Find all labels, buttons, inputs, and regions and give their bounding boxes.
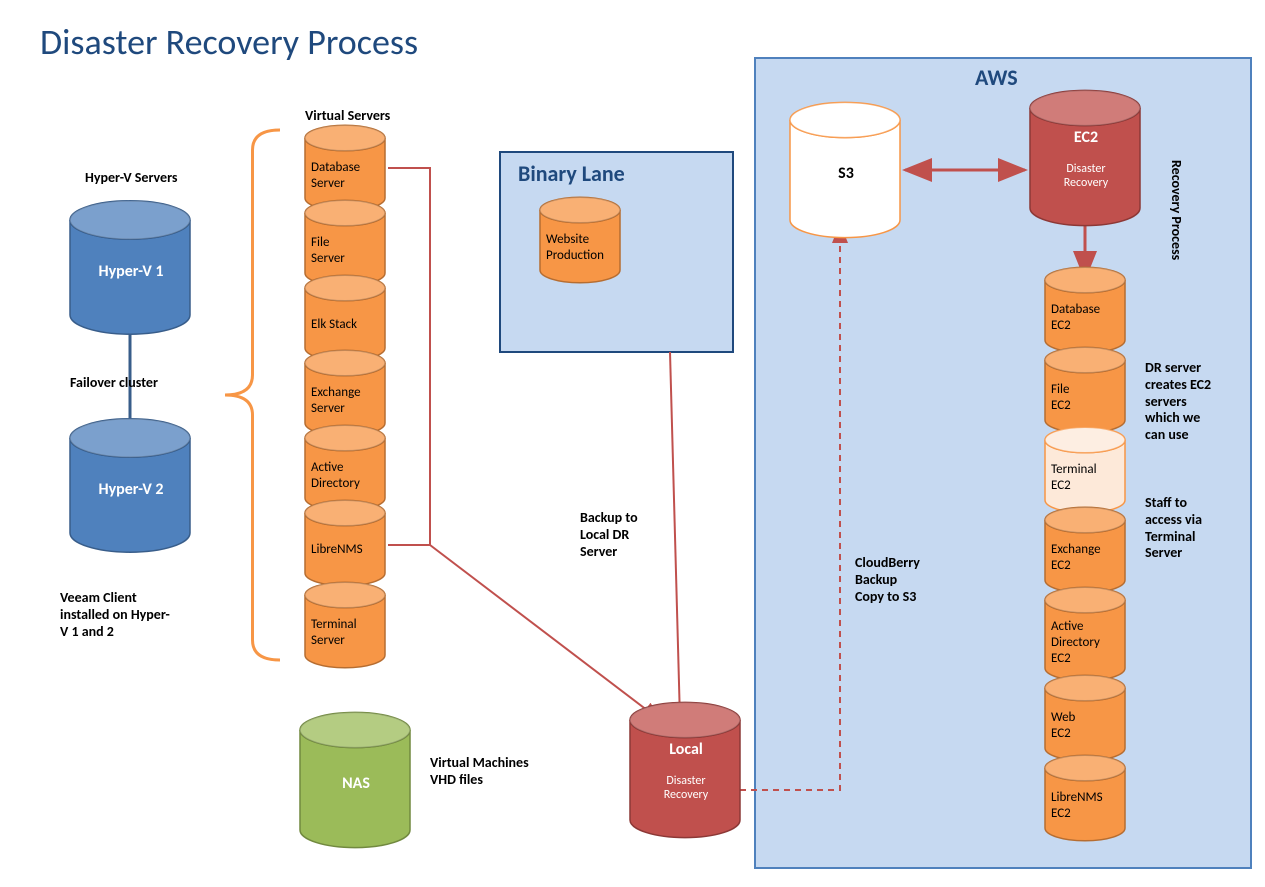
cylinder-label-local_dr: Local xyxy=(636,740,736,759)
label-dr_creates: DR servercreates EC2serverswhich wecan u… xyxy=(1145,360,1211,444)
cylinder-label-file_ec2: FileEC2 xyxy=(1051,382,1121,413)
cylinder-label-terminal: TerminalServer xyxy=(311,617,381,648)
brace xyxy=(225,130,280,660)
cylinder-label-exchange: ExchangeServer xyxy=(311,385,381,416)
cylinder-label-librenms: LibreNMS xyxy=(311,542,381,558)
cylinder-sublabel-local_dr: DisasterRecovery xyxy=(636,774,736,803)
cylinder-label-file_server: FileServer xyxy=(311,235,381,266)
cylinder-label-website: WebsiteProduction xyxy=(546,232,616,263)
cylinder-label-db_ec2: DatabaseEC2 xyxy=(1051,302,1121,333)
cylinder-label-hyperv1: Hyper-V 1 xyxy=(76,262,186,281)
connector-bracket_vs xyxy=(388,168,430,545)
cylinder-local_dr xyxy=(630,702,740,837)
cylinder-label-ec2_dr: EC2 xyxy=(1036,128,1136,147)
connector-binary_to_local xyxy=(670,352,680,720)
label-cloudberry: CloudBerryBackupCopy to S3 xyxy=(855,555,920,605)
label-recovery_process: Recovery Process xyxy=(1168,160,1185,260)
cylinder-label-ad_ec2: ActiveDirectoryEC2 xyxy=(1051,619,1121,666)
cylinder-ec2_dr xyxy=(1030,90,1140,225)
binary-title: Binary Lane xyxy=(518,160,625,187)
page-title: Disaster Recovery Process xyxy=(40,20,418,64)
cylinder-label-exch_ec2: ExchangeEC2 xyxy=(1051,542,1121,573)
label-virtual_servers: Virtual Servers xyxy=(305,108,390,125)
aws-title: AWS xyxy=(975,64,1018,91)
cylinder-sublabel-ec2_dr: DisasterRecovery xyxy=(1036,162,1136,191)
cylinder-label-db_server: DatabaseServer xyxy=(311,160,381,191)
cylinder-label-web_ec2: WebEC2 xyxy=(1051,710,1121,741)
cylinder-label-ad: ActiveDirectory xyxy=(311,460,381,491)
cylinder-label-term_ec2: TerminalEC2 xyxy=(1051,462,1121,493)
label-vhd: Virtual MachinesVHD files xyxy=(430,755,529,789)
cylinder-label-s3: S3 xyxy=(796,164,896,183)
label-staff_access: Staff toaccess viaTerminalServer xyxy=(1145,495,1202,562)
cylinder-label-hyperv2: Hyper-V 2 xyxy=(76,480,186,499)
cylinder-label-elk: Elk Stack xyxy=(311,317,381,333)
label-failover: Failover cluster xyxy=(70,375,158,392)
label-hyperv_servers: Hyper-V Servers xyxy=(85,170,178,187)
label-backup_local: Backup toLocal DRServer xyxy=(580,510,638,560)
cylinder-label-libre_ec2: LibreNMSEC2 xyxy=(1051,790,1121,821)
cylinder-label-nas: NAS xyxy=(306,774,406,793)
connector-vs_to_local xyxy=(430,545,660,720)
label-veeam: Veeam Clientinstalled on Hyper-V 1 and 2 xyxy=(60,590,170,640)
